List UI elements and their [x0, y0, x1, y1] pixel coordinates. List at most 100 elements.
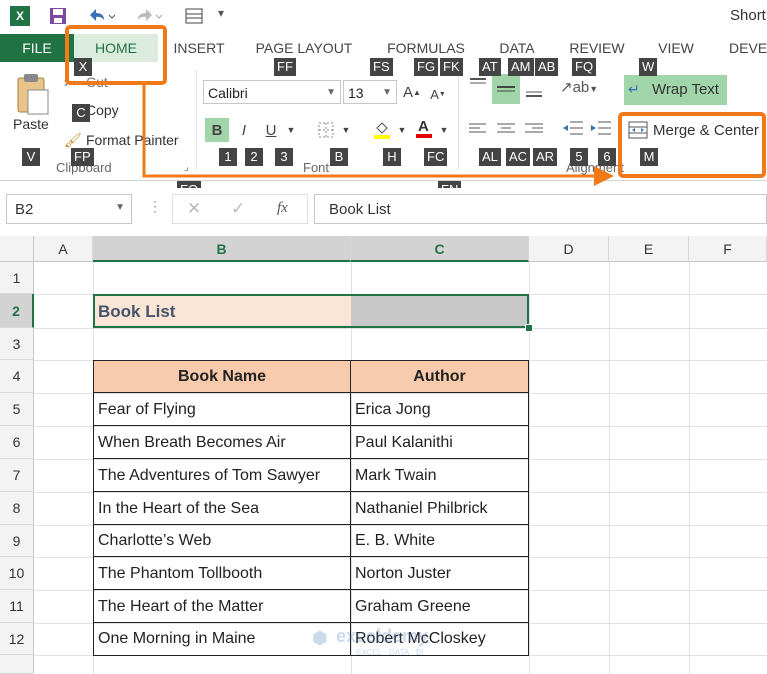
fill-dropdown-icon[interactable]: ▼ [397, 125, 407, 135]
spreadsheet-grid[interactable]: A B C D E F 1 2 3 4 5 6 7 8 9 10 11 12 B… [0, 236, 767, 674]
book-name-cell[interactable]: The Phantom Tollbooth [94, 557, 351, 590]
chevron-down-icon[interactable]: ▼ [115, 202, 125, 213]
header-author[interactable]: Author [351, 361, 528, 393]
row-header[interactable]: 9 [0, 525, 34, 557]
align-center-icon[interactable] [496, 122, 516, 141]
column-header-f[interactable]: F [689, 236, 767, 262]
row-header[interactable]: 3 [0, 328, 34, 360]
group-divider [196, 70, 197, 170]
row-header[interactable]: 11 [0, 590, 34, 623]
row-header[interactable]: 5 [0, 393, 34, 426]
format-painter-button[interactable]: Format Painter [86, 132, 179, 148]
tab-home[interactable]: HOME [74, 34, 158, 62]
paste-icon[interactable] [14, 72, 50, 116]
fill-handle[interactable] [525, 324, 533, 332]
underline-button[interactable]: U [265, 121, 277, 139]
column-header-b[interactable]: B [93, 236, 351, 262]
align-middle-icon[interactable] [492, 74, 520, 104]
redo-icon[interactable] [134, 6, 164, 26]
row-header[interactable]: 10 [0, 557, 34, 590]
bold-button[interactable]: B [205, 118, 229, 142]
align-bottom-icon[interactable] [524, 76, 544, 105]
font-color-dropdown-icon[interactable]: ▼ [439, 125, 449, 135]
book-name-cell[interactable]: One Morning in Maine [94, 623, 351, 655]
tab-file[interactable]: FILE [0, 34, 74, 62]
author-cell[interactable]: Robert McCloskey [355, 630, 486, 647]
tab-view[interactable]: VIEW [658, 40, 694, 56]
window-title: Short [730, 7, 766, 24]
gridline [34, 426, 767, 427]
enter-icon[interactable]: ✓ [231, 199, 246, 218]
header-book-name[interactable]: Book Name [94, 361, 351, 393]
tab-data[interactable]: DATA [499, 40, 535, 56]
row-header[interactable]: 6 [0, 426, 34, 459]
author-cell[interactable]: Norton Juster [351, 557, 528, 590]
column-header-e[interactable]: E [609, 236, 689, 262]
ribbon-tabs: FILE HOME INSERT PAGE LAYOUT FORMULAS DA… [0, 34, 767, 62]
underline-dropdown-icon[interactable]: ▼ [286, 125, 296, 135]
row-header[interactable]: 4 [0, 360, 34, 393]
font-name-combo[interactable]: Calibri ▼ [203, 80, 341, 104]
tab-page-layout[interactable]: PAGE LAYOUT [255, 40, 353, 56]
wrap-text-button[interactable]: ↵ Wrap Text [624, 75, 727, 105]
tab-developer[interactable]: DEVEL [729, 40, 767, 56]
brush-icon[interactable]: 🖌 [64, 132, 82, 148]
selection-border [93, 294, 529, 328]
book-name-cell[interactable]: In the Heart of the Sea [94, 492, 351, 525]
book-name-cell[interactable]: Fear of Flying [94, 393, 351, 426]
undo-icon[interactable] [86, 6, 116, 26]
clipboard-launcher-icon[interactable]: ⌟ [184, 162, 189, 173]
orientation-icon[interactable]: ↗ab▼ [560, 79, 599, 96]
save-icon[interactable] [48, 6, 68, 26]
book-name-cell[interactable]: The Heart of the Matter [94, 590, 351, 623]
increase-indent-icon[interactable] [590, 120, 612, 141]
copy-button[interactable]: Copy [86, 102, 119, 118]
row-header[interactable]: 1 [0, 262, 34, 294]
tab-review[interactable]: REVIEW [569, 40, 625, 56]
formula-input[interactable]: Book List [314, 194, 767, 224]
paste-button[interactable]: Paste [13, 116, 49, 132]
author-cell[interactable]: Nathaniel Philbrick [351, 492, 528, 525]
grow-font-icon[interactable]: A ▲ [403, 83, 421, 101]
font-color-icon[interactable]: A [412, 116, 436, 140]
author-cell[interactable]: Mark Twain [351, 459, 528, 492]
column-header-a[interactable]: A [34, 236, 93, 262]
font-size-combo[interactable]: 13 ▼ [343, 80, 397, 104]
form-icon[interactable] [184, 6, 204, 26]
column-header-c[interactable]: C [351, 236, 529, 262]
tab-formulas[interactable]: FORMULAS [387, 40, 465, 56]
gridline [34, 623, 767, 624]
tab-insert[interactable]: INSERT [173, 40, 225, 56]
book-name-cell[interactable]: The Adventures of Tom Sawyer [94, 459, 351, 492]
watermark-tagline: EXCEL · DATA · BI [356, 648, 424, 657]
align-right-icon[interactable] [524, 122, 544, 141]
column-header-d[interactable]: D [529, 236, 609, 262]
selected-range-cell[interactable] [351, 295, 528, 328]
author-cell[interactable]: Paul Kalanithi [351, 426, 528, 459]
author-cell[interactable]: Graham Greene [351, 590, 528, 623]
customize-qat-icon[interactable]: ▾ [218, 6, 225, 20]
insert-function-icon[interactable]: fx [277, 200, 288, 216]
cancel-icon[interactable]: ✕ [187, 199, 202, 218]
row-header[interactable]: 12 [0, 623, 34, 655]
select-all-corner[interactable] [0, 236, 34, 262]
row-header[interactable]: 2 [0, 294, 34, 328]
align-left-icon[interactable] [468, 122, 488, 141]
author-cell[interactable]: Erica Jong [351, 393, 528, 426]
borders-dropdown-icon[interactable]: ▼ [341, 125, 351, 135]
fill-color-icon[interactable] [370, 118, 394, 142]
shrink-font-icon[interactable]: A ▼ [430, 86, 446, 102]
decrease-indent-icon[interactable] [562, 120, 584, 141]
row-header-partial [0, 655, 34, 674]
row-header[interactable]: 8 [0, 492, 34, 525]
align-top-icon[interactable] [468, 76, 488, 99]
title-cell[interactable]: Book List [94, 295, 351, 328]
merge-center-button[interactable]: Merge & Center [626, 117, 762, 145]
italic-button[interactable]: I [241, 121, 247, 139]
name-box[interactable]: B2 ▼ [6, 194, 132, 224]
book-name-cell[interactable]: When Breath Becomes Air [94, 426, 351, 459]
borders-icon[interactable] [314, 118, 338, 142]
author-cell[interactable]: E. B. White [351, 525, 528, 557]
row-header[interactable]: 7 [0, 459, 34, 492]
book-name-cell[interactable]: Charlotte’s Web [94, 525, 351, 557]
